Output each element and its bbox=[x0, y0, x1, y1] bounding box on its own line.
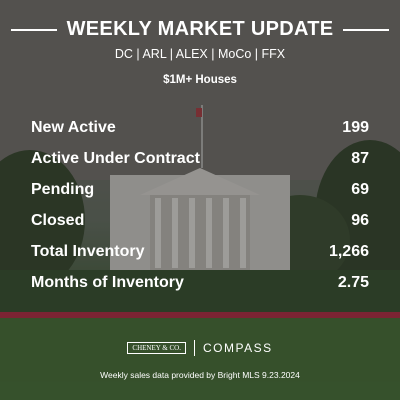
compass-logo: COMPASS bbox=[202, 341, 273, 355]
stat-value: 96 bbox=[351, 211, 369, 229]
footer: CHENEY & CO. COMPASS Weekly sales data p… bbox=[0, 340, 400, 380]
stat-label: Active Under Contract bbox=[31, 149, 200, 167]
stat-label: Months of Inventory bbox=[31, 273, 184, 291]
stat-row-total-inventory: Total Inventory 1,266 bbox=[31, 236, 369, 267]
title-line-right bbox=[343, 28, 390, 31]
segment-label: $1M+ Houses bbox=[163, 74, 237, 86]
stat-row-pending: Pending 69 bbox=[31, 174, 369, 205]
logo-divider bbox=[193, 340, 195, 356]
areas-subtitle: DC | ARL | ALEX | MoCo | FFX bbox=[114, 47, 286, 61]
stat-label: Pending bbox=[31, 180, 95, 198]
stat-row-active-under-contract: Active Under Contract 87 bbox=[31, 143, 369, 174]
stat-label: Total Inventory bbox=[31, 242, 145, 260]
stat-row-new-active: New Active 199 bbox=[31, 112, 369, 143]
title-row: WEEKLY MARKET UPDATE bbox=[0, 18, 400, 41]
stat-label: Closed bbox=[31, 211, 85, 229]
brand-logos: CHENEY & CO. COMPASS bbox=[0, 340, 400, 356]
stat-value: 87 bbox=[351, 149, 369, 167]
page-title: WEEKLY MARKET UPDATE bbox=[66, 18, 334, 40]
cheney-logo: CHENEY & CO. bbox=[127, 342, 186, 354]
stats-list: New Active 199 Active Under Contract 87 … bbox=[31, 112, 369, 298]
stat-value: 69 bbox=[351, 180, 369, 198]
stat-row-months-of-inventory: Months of Inventory 2.75 bbox=[31, 267, 369, 298]
stat-label: New Active bbox=[31, 118, 116, 136]
data-source-note: Weekly sales data provided by Bright MLS… bbox=[100, 370, 300, 380]
stat-value: 2.75 bbox=[337, 273, 369, 291]
stat-value: 1,266 bbox=[328, 242, 369, 260]
header: WEEKLY MARKET UPDATE DC | ARL | ALEX | M… bbox=[0, 18, 400, 86]
title-line-left bbox=[10, 28, 57, 31]
stat-row-closed: Closed 96 bbox=[31, 205, 369, 236]
stat-value: 199 bbox=[342, 118, 369, 136]
